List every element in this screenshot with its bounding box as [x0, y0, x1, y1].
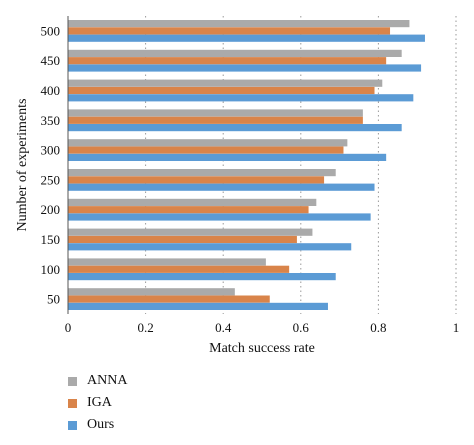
legend-item-anna: ANNA — [68, 370, 127, 392]
x-tick-1: 1 — [453, 320, 460, 335]
x-tick-0.6: 0.6 — [293, 320, 310, 335]
bar-anna-50 — [68, 288, 235, 296]
y-tick-50: 50 — [47, 292, 60, 307]
bar-anna-100 — [68, 258, 266, 266]
x-axis-title: Match success rate — [209, 341, 315, 356]
legend-label-anna: ANNA — [87, 373, 128, 388]
bar-anna-250 — [68, 169, 336, 177]
x-tick-0: 0 — [65, 320, 72, 335]
bar-iga-500 — [68, 27, 391, 35]
bar-iga-450 — [68, 57, 387, 65]
legend-label-iga: IGA — [87, 395, 112, 410]
y-tick-100: 100 — [41, 262, 61, 277]
bar-anna-450 — [68, 49, 402, 57]
bar-anna-150 — [68, 228, 313, 236]
y-tick-450: 450 — [41, 53, 61, 68]
bar-anna-400 — [68, 79, 383, 87]
y-tick-300: 300 — [41, 143, 61, 158]
y-tick-250: 250 — [41, 172, 61, 187]
bar-ours-450 — [68, 64, 422, 72]
y-tick-150: 150 — [41, 232, 61, 247]
legend-label-ours: Ours — [87, 417, 115, 432]
bar-ours-350 — [68, 124, 402, 132]
bar-ours-500 — [68, 34, 425, 42]
bar-anna-350 — [68, 109, 363, 117]
bar-iga-50 — [68, 295, 270, 303]
bar-iga-400 — [68, 86, 375, 95]
x-tick-0.4: 0.4 — [215, 320, 232, 335]
bars-group — [68, 20, 425, 310]
legend-swatch-iga — [68, 398, 77, 408]
y-tick-350: 350 — [41, 113, 61, 128]
bar-ours-100 — [68, 273, 336, 281]
bar-iga-350 — [68, 116, 363, 124]
bar-ours-50 — [68, 302, 328, 310]
bar-ours-400 — [68, 94, 414, 102]
legend: ANNA IGA Ours — [68, 370, 127, 436]
bar-iga-150 — [68, 235, 297, 244]
bar-iga-100 — [68, 265, 290, 273]
bar-anna-500 — [68, 20, 410, 28]
bar-iga-300 — [68, 146, 344, 154]
y-tick-400: 400 — [41, 83, 61, 98]
legend-item-ours: Ours — [68, 414, 127, 436]
bar-ours-150 — [68, 243, 352, 251]
legend-swatch-anna — [68, 376, 77, 386]
bar-anna-200 — [68, 198, 317, 206]
bar-anna-300 — [68, 139, 348, 147]
y-tick-200: 200 — [41, 202, 61, 217]
y-tick-500: 500 — [41, 23, 61, 38]
bar-ours-200 — [68, 213, 371, 221]
legend-swatch-ours — [68, 420, 77, 430]
y-axis-title: Number of experiments — [15, 99, 30, 232]
legend-item-iga: IGA — [68, 392, 127, 414]
x-tick-0.8: 0.8 — [370, 320, 386, 335]
bar-ours-300 — [68, 153, 387, 161]
bar-ours-250 — [68, 183, 375, 191]
bar-iga-250 — [68, 176, 325, 184]
y-tick-labels: 500 450 400 350 300 250 200 150 100 50 — [41, 23, 61, 306]
bar-iga-200 — [68, 206, 309, 214]
x-tick-labels: 0 0.2 0.4 0.6 0.8 1 — [65, 320, 460, 335]
x-tick-0.2: 0.2 — [137, 320, 153, 335]
